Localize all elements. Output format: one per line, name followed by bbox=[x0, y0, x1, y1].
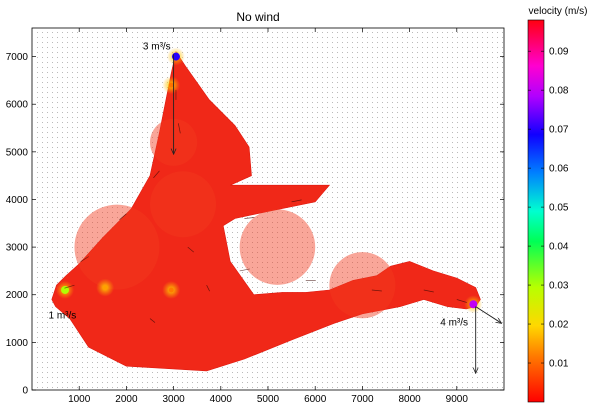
inflow-annotations: 3 m³/s 1 m³/s 4 m³/s bbox=[49, 41, 502, 373]
colorbar-tick-label: 0.08 bbox=[549, 86, 569, 97]
y-tick-label: 1000 bbox=[6, 338, 29, 349]
flow-vector bbox=[456, 299, 467, 303]
flow-vector bbox=[149, 318, 156, 323]
x-tick-label: 4000 bbox=[210, 394, 233, 405]
colorbar-tick-label: 0.06 bbox=[549, 164, 569, 175]
colorbar-tick-label: 0.05 bbox=[549, 203, 569, 214]
velocity-shade bbox=[150, 171, 217, 238]
x-tick-label: 3000 bbox=[162, 394, 185, 405]
inflow-arrow bbox=[475, 306, 502, 324]
flow-vector bbox=[244, 217, 255, 219]
y-tick-label: 5000 bbox=[6, 147, 29, 158]
fast-zone-core bbox=[168, 287, 174, 293]
y-tick-label: 2000 bbox=[6, 290, 29, 301]
colorbar-tick-label: 0.04 bbox=[549, 242, 569, 253]
y-tick-label: 3000 bbox=[6, 243, 29, 254]
flow-vector bbox=[177, 123, 181, 134]
colorbar: velocity (m/s) 0.010.020.030.040.050.060… bbox=[527, 6, 588, 403]
colorbar-label: velocity (m/s) bbox=[529, 6, 588, 17]
x-tick-label: 9000 bbox=[446, 394, 469, 405]
y-tick-label: 6000 bbox=[6, 100, 29, 111]
velocity-shade bbox=[329, 252, 396, 319]
x-tick-label: 5000 bbox=[257, 394, 280, 405]
x-axis: 1000 2000 3000 4000 5000 6000 7000 8000 9000 bbox=[68, 28, 468, 405]
flow-vector bbox=[423, 289, 434, 293]
y-tick-label: 4000 bbox=[6, 195, 29, 206]
colorbar-tick-label: 0.07 bbox=[549, 125, 569, 136]
flow-vector bbox=[153, 170, 160, 179]
flow-vector bbox=[119, 213, 127, 221]
inflow-label: 1 m³/s bbox=[49, 311, 77, 322]
chart-title: No wind bbox=[236, 10, 279, 24]
fast-zone-core bbox=[168, 82, 174, 88]
flow-vector bbox=[371, 289, 382, 292]
flow-vector bbox=[64, 284, 75, 289]
colorbar-tick-label: 0.09 bbox=[549, 47, 569, 58]
colorbar-tick-label: 0.02 bbox=[549, 320, 569, 331]
flow-domain bbox=[51, 51, 481, 372]
y-tick-label: 0 bbox=[22, 386, 28, 397]
colorbar-gradient bbox=[527, 19, 545, 403]
flow-vector bbox=[187, 246, 194, 253]
velocity-shade bbox=[74, 204, 160, 290]
fast-zone-core bbox=[469, 300, 478, 309]
x-tick-label: 6000 bbox=[304, 394, 327, 405]
flow-vector bbox=[291, 199, 302, 203]
flow-vector bbox=[239, 268, 250, 272]
inflow-label: 4 m³/s bbox=[440, 318, 468, 329]
colorbar-tick-label: 0.03 bbox=[549, 281, 569, 292]
fast-zone-core bbox=[61, 285, 70, 294]
colorbar-ticks: 0.01 0.02 0.03 0.04 0.05 0.06 0.07 0.08 0.09 bbox=[528, 47, 569, 370]
x-tick-label: 1000 bbox=[68, 394, 91, 405]
plot-area: 1000 2000 3000 4000 5000 6000 7000 8000 9000 0 10… bbox=[6, 27, 505, 405]
velocity-shade bbox=[239, 209, 316, 285]
flow-vector bbox=[206, 285, 210, 292]
x-tick-label: 2000 bbox=[115, 394, 138, 405]
y-axis: 0 1000 2000 3000 4000 5000 6000 7000 bbox=[6, 52, 504, 397]
flow-vector bbox=[80, 256, 89, 262]
y-tick-label: 7000 bbox=[6, 52, 29, 63]
fast-zone-core bbox=[102, 285, 108, 291]
velocity-field bbox=[51, 47, 483, 372]
x-tick-label: 8000 bbox=[398, 394, 421, 405]
inflow-label: 3 m³/s bbox=[143, 41, 171, 52]
x-tick-label: 7000 bbox=[351, 394, 374, 405]
colorbar-tick-label: 0.01 bbox=[549, 359, 569, 370]
